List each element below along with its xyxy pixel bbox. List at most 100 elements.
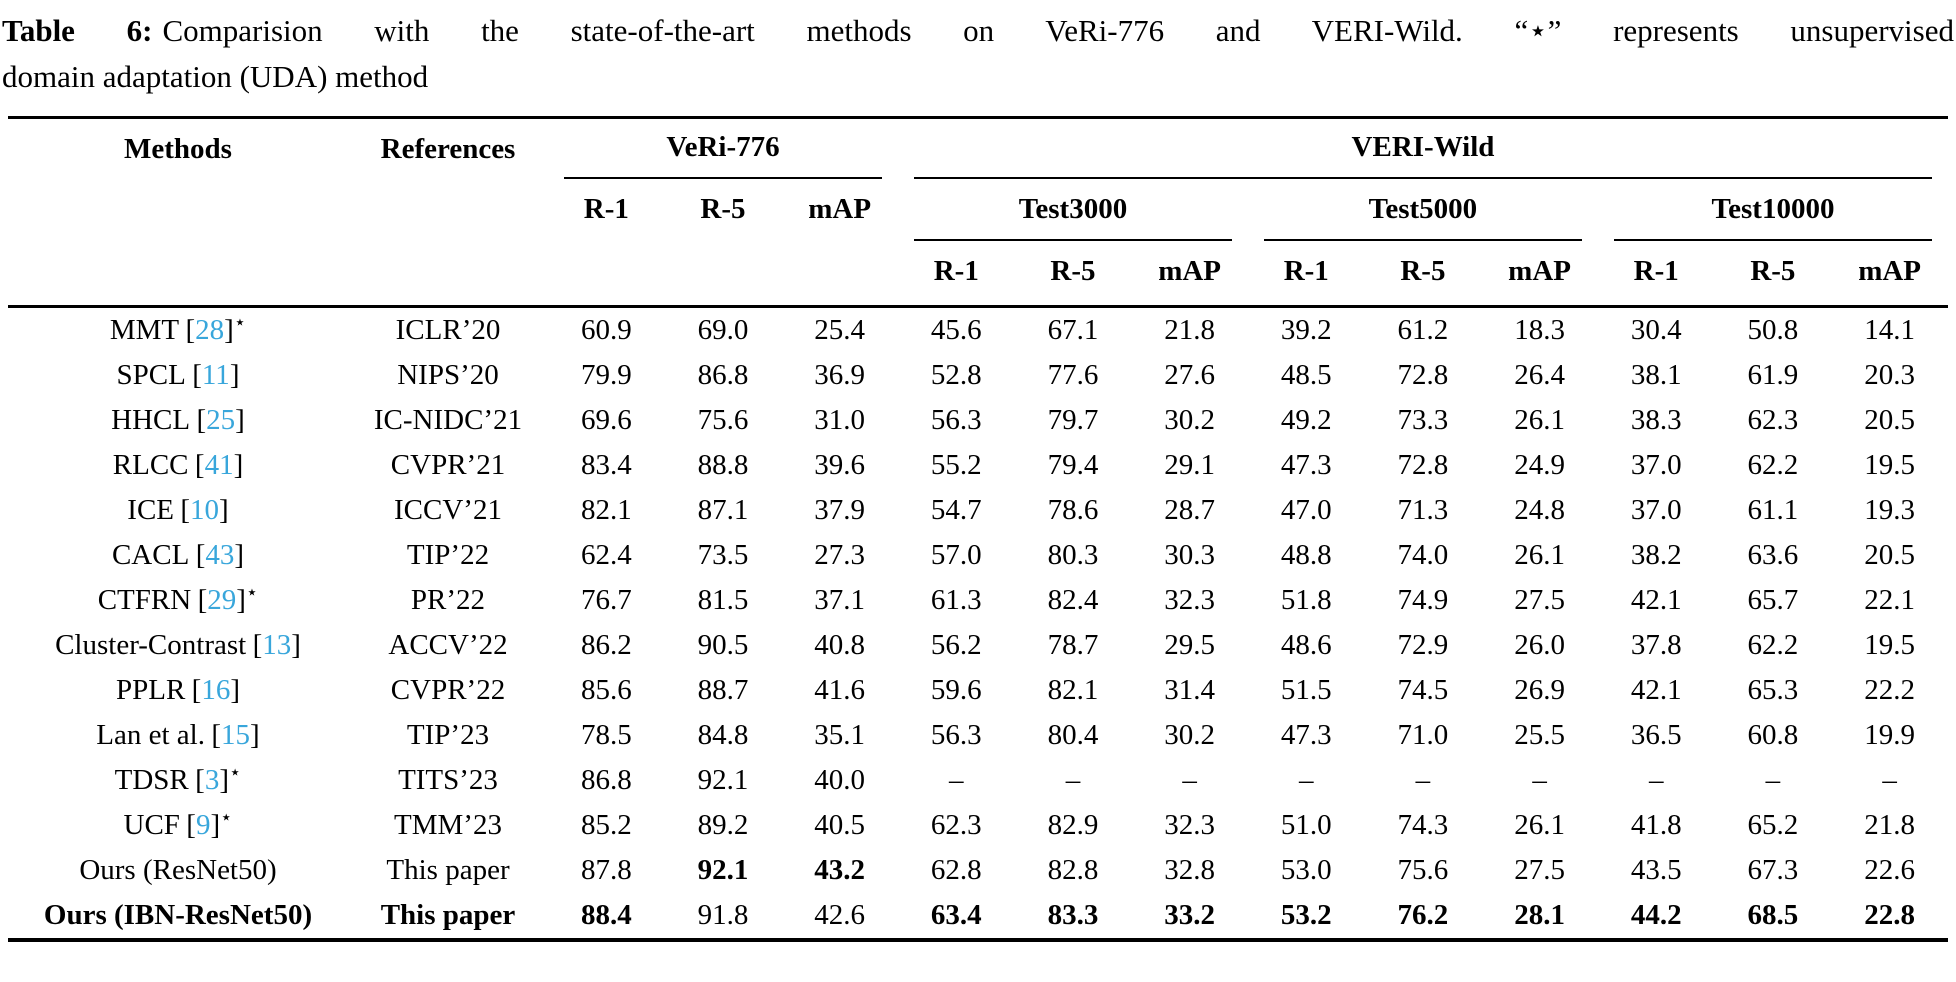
- value-cell: 20.3: [1864, 359, 1915, 391]
- method-cell: MMT [28]⋆: [8, 307, 348, 354]
- value-cell: 26.0: [1514, 629, 1565, 661]
- value-cell: 65.7: [1747, 584, 1799, 616]
- caption-line-2: domain adaptation (UDA) method: [2, 59, 429, 94]
- citation-link[interactable]: 16: [201, 674, 231, 706]
- reference-cell: IC-NIDC’21: [373, 404, 523, 436]
- value-cell: 21.8: [1164, 314, 1215, 346]
- method-name: Ours (IBN-ResNet50): [43, 899, 313, 931]
- citation-link[interactable]: 15: [221, 719, 251, 751]
- value-cell: 36.9: [814, 359, 866, 391]
- table-row: Cluster-Contrast [13] ACCV’22 86.2 90.5 40.…: [8, 623, 1948, 668]
- value-cell: 26.1: [1514, 809, 1565, 841]
- table-row: HHCL [25] IC-NIDC’21 69.6 75.6 31.0 56.3 79.7…: [8, 398, 1948, 443]
- citation-link[interactable]: 13: [262, 629, 292, 661]
- value-cell: 85.6: [580, 674, 632, 706]
- col-header-test5000-r5: R-5: [1400, 255, 1446, 287]
- value-cell: 40.8: [814, 629, 866, 661]
- citation-link[interactable]: 43: [205, 539, 235, 571]
- citation-close-bracket: ]: [234, 539, 245, 571]
- table-row: Lan et al. [15] TIP’23 78.5 84.8 35.1 56.3 80…: [8, 713, 1948, 758]
- citation-link[interactable]: 25: [206, 404, 236, 436]
- col-group-test10000: Test10000: [1598, 179, 1948, 241]
- citation-open-bracket: [: [196, 404, 207, 436]
- results-table: Methods References VeRi-776 VERI-Wild R-…: [8, 116, 1948, 942]
- value-cell: 26.4: [1514, 359, 1565, 391]
- citation-link[interactable]: 3: [204, 764, 220, 796]
- value-cell: 22.2: [1864, 674, 1915, 706]
- citation-close-bracket: ]: [235, 404, 245, 436]
- value-cell: 52.8: [930, 359, 982, 391]
- method-cell: Cluster-Contrast [13]: [8, 623, 348, 668]
- col-header-references: References: [380, 133, 516, 165]
- subset-label-test5000: Test5000: [1263, 179, 1582, 241]
- value-cell: 27.5: [1514, 854, 1565, 886]
- reference-cell: TITS’23: [398, 764, 498, 796]
- uda-star-marker: ⋆: [220, 806, 233, 829]
- value-cell: 89.2: [697, 809, 749, 841]
- value-cell: 68.5: [1747, 899, 1799, 931]
- citation: [13]: [253, 629, 301, 661]
- citation-link[interactable]: 41: [204, 449, 234, 481]
- method-name: RLCC: [112, 449, 189, 481]
- value-cell: 50.8: [1747, 314, 1799, 346]
- value-cell: 88.4: [580, 899, 632, 931]
- citation-link[interactable]: 29: [207, 584, 237, 616]
- method-name: CTFRN: [97, 584, 192, 616]
- value-cell: 32.8: [1164, 854, 1215, 886]
- value-cell: 36.5: [1630, 719, 1682, 751]
- value-cell: 28.7: [1164, 494, 1215, 526]
- citation-close-bracket: ]: [233, 449, 244, 481]
- table-row: PPLR [16] CVPR’22 85.6 88.7 41.6 59.6 82.1 31.…: [8, 668, 1948, 713]
- col-header-test3000-r1: R-1: [933, 255, 979, 287]
- citation-close-bracket: ]: [210, 809, 221, 841]
- value-cell: 69.6: [580, 404, 632, 436]
- value-cell: 43.5: [1630, 854, 1682, 886]
- value-cell: 25.4: [814, 314, 866, 346]
- reference-cell: This paper: [380, 899, 516, 931]
- citation-link[interactable]: 11: [201, 359, 230, 391]
- value-cell: 32.3: [1164, 809, 1215, 841]
- caption-line-1: Table 6: Comparision with the state-of-th…: [2, 8, 1954, 54]
- table-row: SPCL [11] NIPS’20 79.9 86.8 36.9 52.8 77.6 27.…: [8, 353, 1948, 398]
- value-cell: 19.9: [1864, 719, 1915, 751]
- value-cell: 37.0: [1630, 449, 1682, 481]
- value-cell: 73.3: [1397, 404, 1449, 436]
- value-cell: 74.3: [1397, 809, 1449, 841]
- citation-link[interactable]: 10: [190, 494, 220, 526]
- citation-link[interactable]: 9: [195, 809, 211, 841]
- value-cell: 37.0: [1630, 494, 1682, 526]
- value-cell: 88.8: [697, 449, 749, 481]
- value-cell: 42.1: [1630, 674, 1682, 706]
- value-cell: 83.3: [1047, 899, 1099, 931]
- value-cell: –: [1182, 764, 1197, 796]
- value-cell: 75.6: [697, 404, 749, 436]
- citation: [41]: [195, 449, 243, 481]
- reference-cell: NIPS’20: [397, 359, 499, 391]
- value-cell: 41.8: [1630, 809, 1682, 841]
- value-cell: –: [1765, 764, 1781, 796]
- value-cell: 61.3: [930, 584, 982, 616]
- reference-cell: TIP’22: [406, 539, 490, 571]
- col-header-veri776-r5: R-5: [700, 193, 746, 225]
- value-cell: 40.5: [814, 809, 866, 841]
- citation-link[interactable]: 28: [195, 314, 225, 346]
- method-name: HHCL: [111, 404, 191, 436]
- method-name: ICE: [127, 494, 174, 526]
- value-cell: 61.1: [1747, 494, 1799, 526]
- col-group-test3000: Test3000: [898, 179, 1248, 241]
- method-cell: CACL [43]: [8, 533, 348, 578]
- value-cell: 30.3: [1164, 539, 1215, 571]
- method-cell: ICE [10]: [8, 488, 348, 533]
- value-cell: 79.9: [580, 359, 632, 391]
- value-cell: 92.1: [697, 764, 749, 796]
- reference-cell: TIP’23: [406, 719, 490, 751]
- method-cell: SPCL [11]: [8, 353, 348, 398]
- value-cell: 30.2: [1164, 719, 1215, 751]
- value-cell: 47.3: [1280, 449, 1332, 481]
- value-cell: –: [949, 764, 964, 796]
- table-body: MMT [28]⋆ ICLR’20 60.9 69.0 25.4 45.6 67.1 21.…: [8, 307, 1948, 941]
- value-cell: 31.0: [814, 404, 866, 436]
- value-cell: 51.8: [1280, 584, 1332, 616]
- value-cell: 82.9: [1047, 809, 1099, 841]
- citation-open-bracket: [: [211, 719, 222, 751]
